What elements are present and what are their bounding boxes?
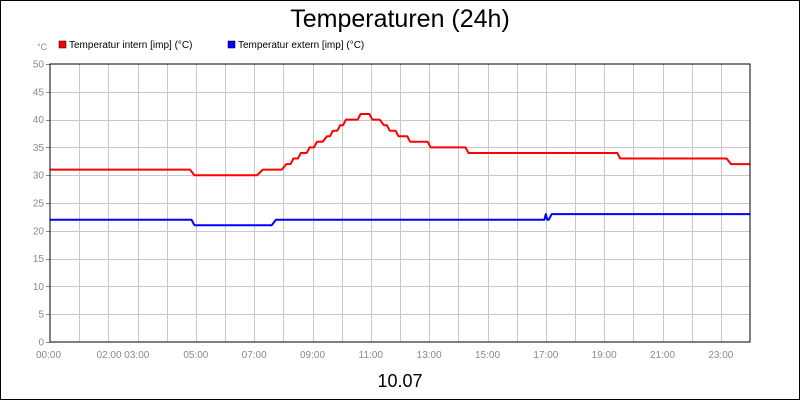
y-tick-label: 40 — [33, 115, 45, 126]
x-tick-label: 05:00 — [183, 350, 208, 361]
y-tick-label: 30 — [33, 171, 45, 182]
grid-lines — [50, 64, 750, 342]
y-tick-label: 45 — [33, 87, 45, 98]
y-tick-label: 20 — [33, 226, 45, 237]
y-tick-label: 10 — [33, 282, 45, 293]
x-axis-date-label: 10.07 — [377, 371, 422, 391]
plot-area-border — [49, 63, 751, 343]
x-tick-label: 07:00 — [242, 350, 267, 361]
x-tick-label: 02:00 03:00 — [97, 350, 150, 361]
x-axis-ticks: 00:00 02:00 03:00 05:00 07:00 09:00 11:00 13:0… — [36, 350, 734, 361]
chart-legend: Temperatur intern [imp] (°C) Temperatur … — [58, 40, 364, 51]
x-tick-label: 13:00 — [417, 350, 442, 361]
x-tick-label: 19:00 — [592, 350, 617, 361]
y-axis-unit: °C — [37, 42, 48, 52]
x-tick-label: 00:00 — [36, 350, 61, 361]
x-tick-label: 09:00 — [300, 350, 325, 361]
x-tick-label: 15:00 — [475, 350, 500, 361]
legend-swatch-extern — [227, 40, 236, 49]
legend-label-intern: Temperatur intern [imp] (°C) — [69, 40, 192, 51]
series-line-extern — [50, 213, 750, 227]
legend-swatch-intern — [58, 40, 67, 49]
series-lines — [50, 113, 750, 227]
x-tick-label: 21:00 — [650, 350, 675, 361]
y-tick-label: 5 — [38, 310, 44, 321]
y-tick-label: 50 — [33, 60, 45, 71]
chart-title: Temperaturen (24h) — [290, 5, 510, 33]
y-tick-label: 35 — [33, 143, 45, 154]
x-tick-label: 11:00 — [359, 350, 384, 361]
y-axis-ticks: 0 5 10 15 20 25 30 35 40 45 50 — [33, 60, 50, 349]
x-tick-label: 17:00 — [533, 350, 558, 361]
legend-label-extern: Temperatur extern [imp] (°C) — [238, 40, 364, 51]
y-tick-label: 25 — [33, 199, 45, 210]
y-tick-label: 0 — [38, 338, 44, 349]
y-tick-label: 15 — [33, 254, 45, 265]
series-line-intern — [50, 113, 750, 177]
x-tick-label: 23:00 — [708, 350, 733, 361]
